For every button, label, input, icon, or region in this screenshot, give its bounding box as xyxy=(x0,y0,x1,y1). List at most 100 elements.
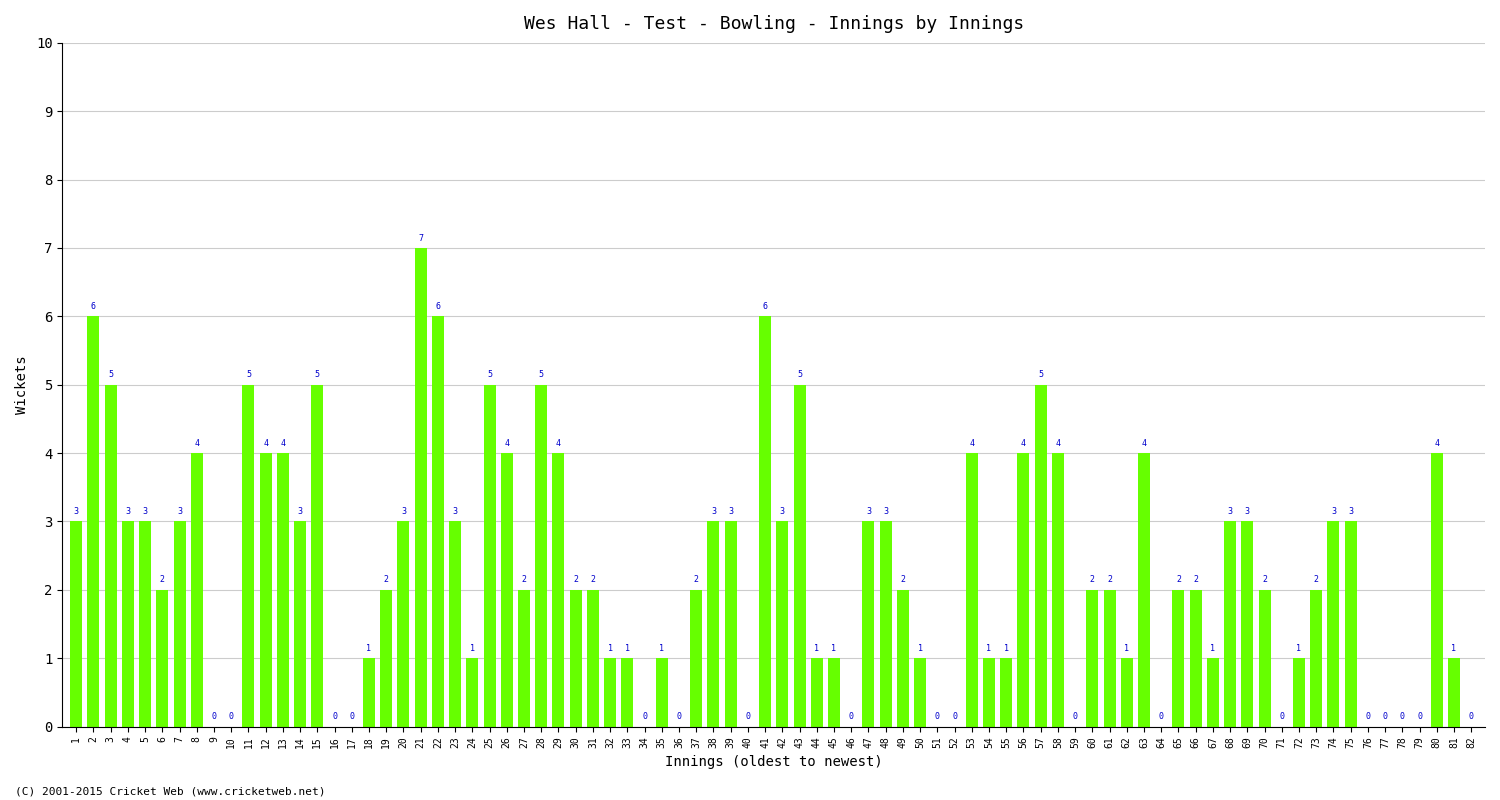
Text: 4: 4 xyxy=(1056,438,1060,448)
Bar xyxy=(1190,590,1202,726)
Bar xyxy=(380,590,392,726)
Bar xyxy=(828,658,840,726)
Bar xyxy=(1208,658,1219,726)
Bar xyxy=(897,590,909,726)
Bar xyxy=(105,385,117,726)
Text: 5: 5 xyxy=(796,370,802,379)
Text: 6: 6 xyxy=(435,302,441,311)
Text: 2: 2 xyxy=(693,575,699,584)
Text: 1: 1 xyxy=(831,644,837,653)
Text: 0: 0 xyxy=(1418,712,1422,721)
Bar xyxy=(982,658,994,726)
Text: 6: 6 xyxy=(92,302,96,311)
Text: 2: 2 xyxy=(384,575,388,584)
Bar xyxy=(1086,590,1098,726)
Bar xyxy=(1448,658,1460,726)
Bar xyxy=(1310,590,1322,726)
Text: 0: 0 xyxy=(849,712,853,721)
Text: 1: 1 xyxy=(608,644,612,653)
Bar xyxy=(190,453,202,726)
Text: 1: 1 xyxy=(470,644,476,653)
X-axis label: Innings (oldest to newest): Innings (oldest to newest) xyxy=(664,755,882,769)
Bar xyxy=(1120,658,1132,726)
Bar xyxy=(466,658,478,726)
Bar xyxy=(87,316,99,726)
Bar xyxy=(140,522,152,726)
Text: 4: 4 xyxy=(195,438,200,448)
Text: 3: 3 xyxy=(142,507,147,516)
Text: 1: 1 xyxy=(626,644,630,653)
Bar xyxy=(518,590,530,726)
Y-axis label: Wickets: Wickets xyxy=(15,355,28,414)
Text: 0: 0 xyxy=(1072,712,1077,721)
Bar xyxy=(1138,453,1150,726)
Text: 2: 2 xyxy=(1262,575,1268,584)
Text: 2: 2 xyxy=(1176,575,1180,584)
Bar xyxy=(432,316,444,726)
Text: 2: 2 xyxy=(900,575,906,584)
Bar xyxy=(1104,590,1116,726)
Bar xyxy=(879,522,891,726)
Text: 2: 2 xyxy=(591,575,596,584)
Bar xyxy=(363,658,375,726)
Bar xyxy=(810,658,824,726)
Bar xyxy=(414,248,426,726)
Bar xyxy=(1017,453,1029,726)
Text: 0: 0 xyxy=(1468,712,1473,721)
Text: 3: 3 xyxy=(780,507,784,516)
Text: 0: 0 xyxy=(211,712,216,721)
Bar xyxy=(1328,522,1340,726)
Text: 0: 0 xyxy=(332,712,338,721)
Text: 5: 5 xyxy=(1038,370,1042,379)
Text: 3: 3 xyxy=(884,507,888,516)
Text: 0: 0 xyxy=(350,712,354,721)
Bar xyxy=(294,522,306,726)
Text: 1: 1 xyxy=(1004,644,1008,653)
Text: 3: 3 xyxy=(453,507,458,516)
Text: 3: 3 xyxy=(177,507,182,516)
Bar xyxy=(1344,522,1356,726)
Bar xyxy=(398,522,410,726)
Text: 4: 4 xyxy=(1434,438,1440,448)
Text: 3: 3 xyxy=(728,507,734,516)
Bar xyxy=(1224,522,1236,726)
Bar xyxy=(174,522,186,726)
Bar xyxy=(656,658,668,726)
Text: 1: 1 xyxy=(987,644,992,653)
Bar xyxy=(1431,453,1443,726)
Text: 1: 1 xyxy=(366,644,372,653)
Text: 7: 7 xyxy=(419,234,423,242)
Text: 4: 4 xyxy=(1142,438,1146,448)
Bar xyxy=(243,385,255,726)
Text: 6: 6 xyxy=(762,302,768,311)
Bar xyxy=(1242,522,1254,726)
Text: 4: 4 xyxy=(504,438,510,448)
Text: 2: 2 xyxy=(573,575,578,584)
Bar xyxy=(570,590,582,726)
Text: 3: 3 xyxy=(400,507,406,516)
Bar xyxy=(1000,658,1012,726)
Text: 4: 4 xyxy=(280,438,285,448)
Text: 5: 5 xyxy=(315,370,320,379)
Text: 4: 4 xyxy=(556,438,561,448)
Bar xyxy=(312,385,324,726)
Text: 5: 5 xyxy=(108,370,112,379)
Text: 0: 0 xyxy=(1158,712,1164,721)
Bar xyxy=(759,316,771,726)
Text: 3: 3 xyxy=(865,507,871,516)
Text: 1: 1 xyxy=(815,644,819,653)
Text: (C) 2001-2015 Cricket Web (www.cricketweb.net): (C) 2001-2015 Cricket Web (www.cricketwe… xyxy=(15,786,326,796)
Bar xyxy=(1035,385,1047,726)
Text: 5: 5 xyxy=(246,370,250,379)
Bar xyxy=(724,522,736,726)
Text: 0: 0 xyxy=(934,712,940,721)
Bar xyxy=(1293,658,1305,726)
Bar xyxy=(483,385,495,726)
Text: 3: 3 xyxy=(1245,507,1250,516)
Text: 4: 4 xyxy=(262,438,268,448)
Text: 1: 1 xyxy=(660,644,664,653)
Text: 3: 3 xyxy=(1348,507,1353,516)
Text: 3: 3 xyxy=(711,507,716,516)
Text: 4: 4 xyxy=(1022,438,1026,448)
Text: 5: 5 xyxy=(538,370,543,379)
